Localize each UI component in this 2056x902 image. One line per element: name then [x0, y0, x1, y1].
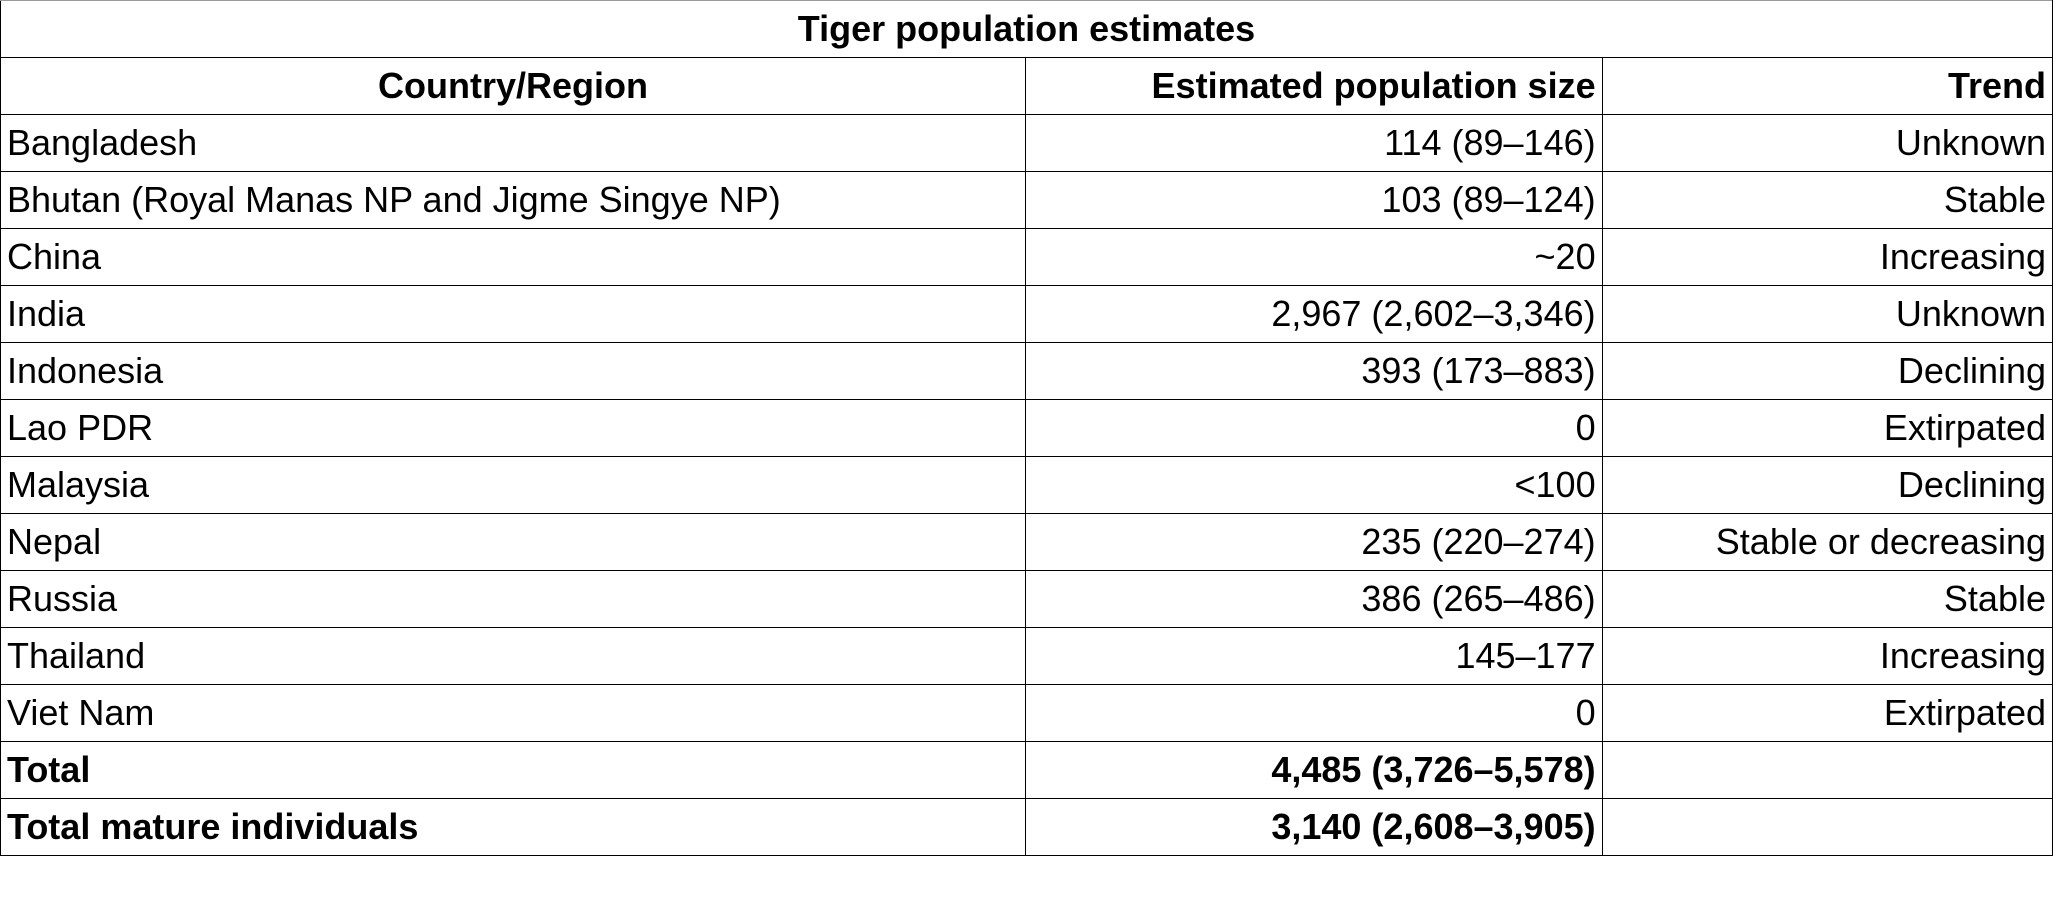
trend-cell: Declining [1601, 342, 2054, 400]
table-row: China ~20 Increasing [0, 228, 2054, 286]
population-cell: 0 [1024, 684, 1603, 742]
header-trend: Trend [1601, 57, 2054, 115]
trend-cell: Extirpated [1601, 399, 2054, 457]
region-cell: China [0, 228, 1026, 286]
population-cell: 393 (173–883) [1024, 342, 1603, 400]
trend-cell: Unknown [1601, 285, 2054, 343]
trend-cell: Stable or decreasing [1601, 513, 2054, 571]
population-cell: 145–177 [1024, 627, 1603, 685]
population-cell: 0 [1024, 399, 1603, 457]
total-mature-trend [1601, 798, 2054, 856]
table-row: India 2,967 (2,602–3,346) Unknown [0, 285, 2054, 343]
table-row: Bhutan (Royal Manas NP and Jigme Singye … [0, 171, 2054, 229]
population-cell: 114 (89–146) [1024, 114, 1603, 172]
header-row: Country/Region Estimated population size… [0, 57, 2054, 115]
table-row: Thailand 145–177 Increasing [0, 627, 2054, 685]
trend-cell: Increasing [1601, 228, 2054, 286]
table-row: Russia 386 (265–486) Stable [0, 570, 2054, 628]
region-cell: Russia [0, 570, 1026, 628]
total-mature-row: Total mature individuals 3,140 (2,608–3,… [0, 798, 2054, 856]
table-row: Bangladesh 114 (89–146) Unknown [0, 114, 2054, 172]
region-cell: Bhutan (Royal Manas NP and Jigme Singye … [0, 171, 1026, 229]
header-population: Estimated population size [1024, 57, 1603, 115]
region-cell: Indonesia [0, 342, 1026, 400]
population-cell: 386 (265–486) [1024, 570, 1603, 628]
total-mature-label: Total mature individuals [0, 798, 1026, 856]
table-title: Tiger population estimates [0, 0, 2053, 58]
header-region: Country/Region [0, 57, 1026, 115]
region-cell: Viet Nam [0, 684, 1026, 742]
trend-cell: Unknown [1601, 114, 2054, 172]
population-cell: <100 [1024, 456, 1603, 514]
table-row: Nepal 235 (220–274) Stable or decreasing [0, 513, 2054, 571]
title-row: Tiger population estimates [0, 0, 2053, 58]
population-cell: ~20 [1024, 228, 1603, 286]
trend-cell: Extirpated [1601, 684, 2054, 742]
region-cell: Thailand [0, 627, 1026, 685]
total-trend [1601, 741, 2054, 799]
trend-cell: Declining [1601, 456, 2054, 514]
trend-cell: Stable [1601, 570, 2054, 628]
region-cell: India [0, 285, 1026, 343]
trend-cell: Increasing [1601, 627, 2054, 685]
table-row: Indonesia 393 (173–883) Declining [0, 342, 2054, 400]
table-row: Lao PDR 0 Extirpated [0, 399, 2054, 457]
population-table: Tiger population estimates Country/Regio… [0, 0, 2054, 856]
table-row: Malaysia <100 Declining [0, 456, 2054, 514]
total-mature-population: 3,140 (2,608–3,905) [1024, 798, 1603, 856]
total-row: Total 4,485 (3,726–5,578) [0, 741, 2054, 799]
region-cell: Nepal [0, 513, 1026, 571]
region-cell: Lao PDR [0, 399, 1026, 457]
population-cell: 235 (220–274) [1024, 513, 1603, 571]
region-cell: Bangladesh [0, 114, 1026, 172]
region-cell: Malaysia [0, 456, 1026, 514]
total-population: 4,485 (3,726–5,578) [1024, 741, 1603, 799]
population-cell: 2,967 (2,602–3,346) [1024, 285, 1603, 343]
total-label: Total [0, 741, 1026, 799]
trend-cell: Stable [1601, 171, 2054, 229]
table-row: Viet Nam 0 Extirpated [0, 684, 2054, 742]
population-cell: 103 (89–124) [1024, 171, 1603, 229]
